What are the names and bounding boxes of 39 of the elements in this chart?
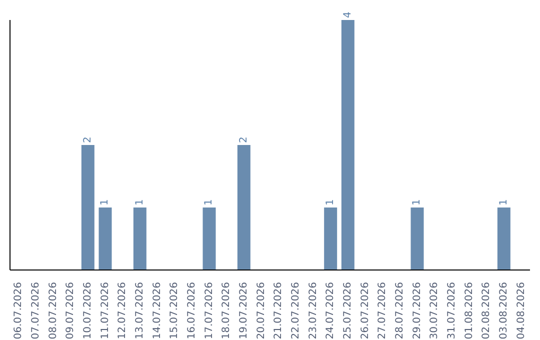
x-tick-label: 01.08.2026 <box>464 282 475 340</box>
x-tick-label: 08.07.2026 <box>48 282 59 340</box>
x-tick-label: 13.07.2026 <box>134 282 146 340</box>
x-tick-label: 14.07.2026 <box>152 282 163 340</box>
x-tick-label: 09.07.2026 <box>65 282 76 340</box>
x-tick-label: 27.07.2026 <box>377 282 388 340</box>
x-tick-label: 15.07.2026 <box>169 282 180 340</box>
data-label: 1 <box>325 199 336 206</box>
data-label: 1 <box>100 199 111 206</box>
x-tick-label: 26.07.2026 <box>360 282 371 340</box>
x-tick-label: 31.07.2026 <box>446 282 458 340</box>
data-label: 1 <box>498 199 510 206</box>
data-label: 1 <box>204 199 215 206</box>
x-tick-label: 17.07.2026 <box>204 282 215 340</box>
x-tick-label: 16.07.2026 <box>186 282 198 340</box>
x-tick-label: 20.07.2026 <box>256 282 267 340</box>
data-label: 2 <box>238 136 250 143</box>
x-tick-label: 02.08.2026 <box>481 282 492 340</box>
x-tick-label: 24.07.2026 <box>325 282 336 340</box>
data-label: 2 <box>82 136 94 143</box>
x-tick-label: 11.07.2026 <box>100 282 111 340</box>
data-label: 1 <box>412 199 423 206</box>
x-tick-label: 12.07.2026 <box>117 282 128 340</box>
x-tick-label: 18.07.2026 <box>221 282 232 340</box>
data-label: 1 <box>134 199 146 206</box>
x-tick-label: 03.08.2026 <box>498 282 510 340</box>
data-label: 4 <box>342 12 354 18</box>
x-tick-label: 07.07.2026 <box>30 282 42 340</box>
x-tick-label: 28.07.2026 <box>394 282 406 340</box>
x-tick-label: 23.07.2026 <box>308 282 319 340</box>
x-tick-label: 30.07.2026 <box>429 282 440 340</box>
x-tick-label: 22.07.2026 <box>290 282 302 340</box>
x-tick-label: 04.08.2026 <box>516 282 527 340</box>
x-tick-label: 25.07.2026 <box>342 282 354 340</box>
x-tick-label: 19.07.2026 <box>238 282 250 340</box>
x-tick-label: 29.07.2026 <box>412 282 423 340</box>
x-tick-label: 21.07.2026 <box>273 282 284 340</box>
x-tick-label: 06.07.2026 <box>13 282 24 340</box>
x-tick-label: 10.07.2026 <box>82 282 94 340</box>
